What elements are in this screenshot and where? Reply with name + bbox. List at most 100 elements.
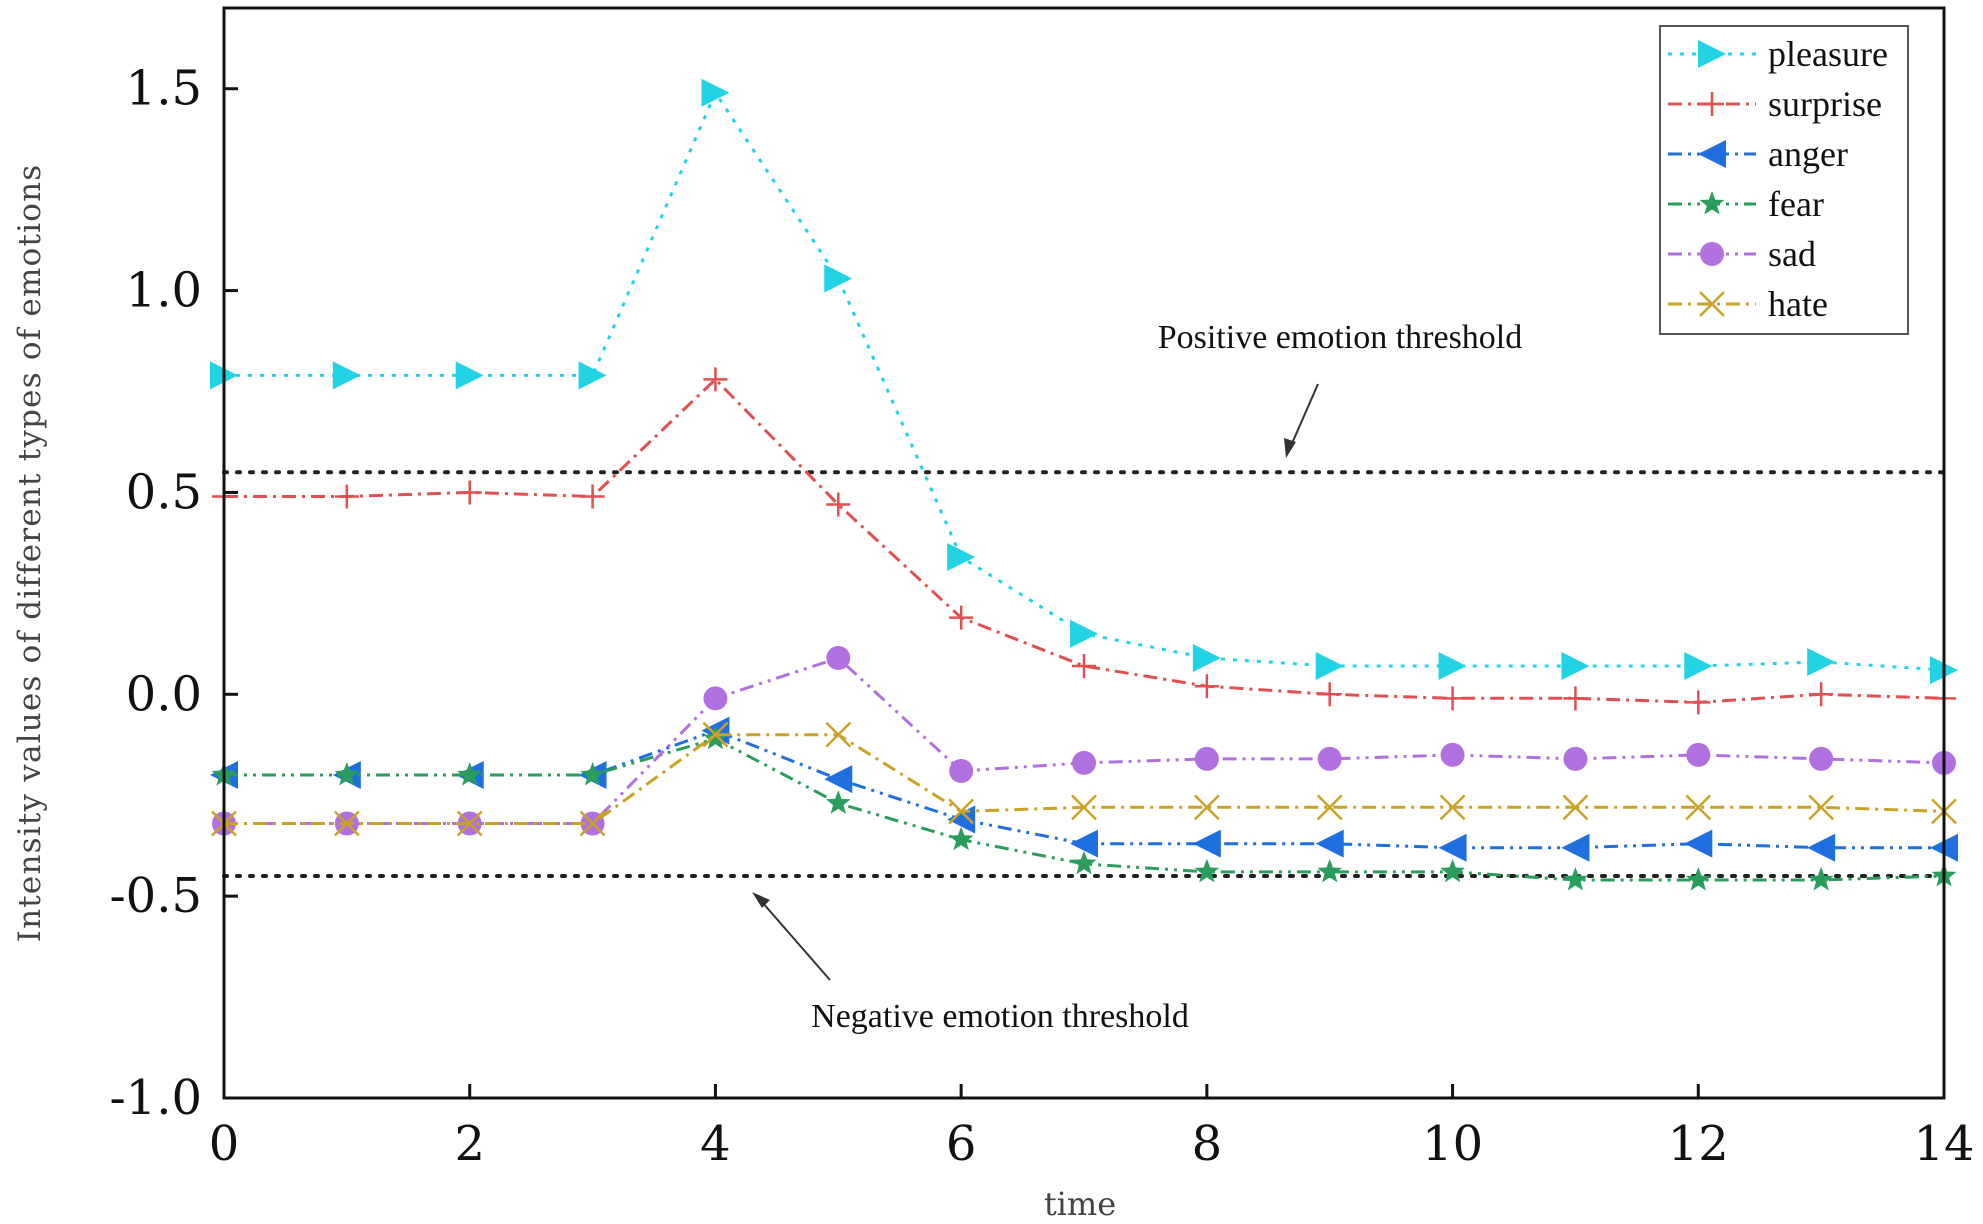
data-point-fear bbox=[1317, 858, 1343, 883]
x-tick-label: 14 bbox=[1913, 1116, 1974, 1172]
negative-threshold-arrowhead bbox=[752, 892, 770, 908]
data-point-pleasure bbox=[701, 78, 730, 107]
legend-swatch-marker bbox=[1700, 242, 1724, 266]
data-point-surprise bbox=[826, 492, 851, 517]
data-point-pleasure bbox=[578, 361, 607, 390]
data-point-sad bbox=[826, 645, 851, 670]
data-point-surprise bbox=[1194, 674, 1219, 699]
data-point-hate bbox=[1808, 794, 1835, 821]
legend-label: anger bbox=[1768, 134, 1848, 174]
data-point-anger bbox=[1315, 829, 1344, 858]
data-point-hate bbox=[1316, 794, 1343, 821]
legend-item-hate: hate bbox=[1668, 284, 1828, 324]
positive-threshold-arrow bbox=[1289, 383, 1319, 449]
series-line-anger bbox=[224, 728, 1944, 850]
positive-threshold-label: Positive emotion threshold bbox=[1158, 319, 1523, 356]
series-line-surprise bbox=[224, 377, 1945, 704]
data-point-fear bbox=[825, 790, 851, 814]
y-axis-title: Intensity values of different types of e… bbox=[12, 164, 48, 943]
x-axis-title: time bbox=[1044, 1185, 1116, 1223]
x-tick-label: 10 bbox=[1422, 1116, 1483, 1172]
data-point-fear bbox=[457, 762, 483, 786]
data-point-sad bbox=[1194, 746, 1219, 771]
legend-label: pleasure bbox=[1768, 34, 1888, 74]
legend-label: surprise bbox=[1768, 84, 1882, 124]
legend-item-anger: anger bbox=[1668, 134, 1848, 174]
data-point-anger bbox=[1561, 833, 1590, 862]
legend-item-surprise: surprise bbox=[1668, 84, 1882, 124]
data-point-sad bbox=[1317, 746, 1342, 771]
data-point-fear bbox=[1071, 850, 1097, 875]
data-point-sad bbox=[1440, 742, 1465, 767]
data-point-anger bbox=[824, 765, 853, 794]
legend-box bbox=[1659, 25, 1909, 335]
data-point-anger bbox=[1438, 833, 1467, 862]
data-point-hate bbox=[456, 810, 483, 837]
legend-label: fear bbox=[1768, 184, 1824, 224]
data-point-fear bbox=[1563, 867, 1588, 891]
data-point-hate bbox=[1071, 794, 1097, 821]
legend-swatch-marker bbox=[1698, 140, 1726, 168]
x-tick-label: 6 bbox=[946, 1116, 977, 1172]
data-point-surprise bbox=[1072, 654, 1096, 679]
data-point-pleasure bbox=[947, 543, 976, 572]
negative-threshold-arrow bbox=[761, 901, 831, 981]
data-point-surprise bbox=[949, 605, 974, 630]
x-tick-label: 8 bbox=[1192, 1116, 1223, 1172]
legend-swatch-marker bbox=[1698, 40, 1726, 68]
series-sad bbox=[212, 645, 1956, 836]
x-tick-label: 0 bbox=[209, 1116, 240, 1172]
data-point-pleasure bbox=[1192, 643, 1221, 672]
negative-threshold-label: Negative emotion threshold bbox=[811, 998, 1189, 1035]
data-point-pleasure bbox=[455, 361, 484, 390]
legend-swatch-marker bbox=[1699, 291, 1725, 317]
data-point-pleasure bbox=[1561, 652, 1590, 681]
series-line-fear bbox=[224, 737, 1945, 882]
data-point-pleasure bbox=[824, 264, 853, 293]
data-point-sad bbox=[1072, 750, 1096, 775]
data-point-fear bbox=[1808, 867, 1834, 891]
data-point-hate bbox=[1193, 794, 1220, 821]
y-tick-label: 1.5 bbox=[126, 61, 202, 117]
data-point-pleasure bbox=[1807, 648, 1836, 676]
data-point-surprise bbox=[1563, 686, 1588, 711]
data-point-sad bbox=[1563, 746, 1588, 771]
data-point-pleasure bbox=[1315, 652, 1344, 681]
legend-label: sad bbox=[1768, 234, 1816, 274]
data-point-sad bbox=[1809, 746, 1834, 771]
data-point-surprise bbox=[580, 484, 605, 509]
data-point-hate bbox=[579, 810, 606, 837]
data-point-pleasure bbox=[1438, 652, 1467, 681]
y-tick-label: -1.0 bbox=[109, 1070, 202, 1126]
data-point-anger bbox=[1807, 833, 1836, 862]
legend-swatch-marker bbox=[1700, 92, 1724, 116]
data-point-sad bbox=[703, 686, 728, 711]
series-pleasure bbox=[210, 78, 1958, 685]
legend-label: hate bbox=[1768, 284, 1828, 324]
data-point-surprise bbox=[703, 367, 728, 392]
data-point-fear bbox=[948, 826, 974, 851]
x-tick-label: 4 bbox=[700, 1116, 731, 1172]
data-point-fear bbox=[334, 762, 360, 786]
data-point-anger bbox=[1070, 829, 1098, 858]
data-point-surprise bbox=[334, 484, 359, 509]
data-point-surprise bbox=[457, 480, 482, 505]
legend-item-fear: fear bbox=[1668, 184, 1824, 224]
data-point-surprise bbox=[1317, 682, 1342, 707]
data-point-hate bbox=[948, 798, 975, 825]
y-tick-label: 0.5 bbox=[126, 464, 202, 520]
data-point-fear bbox=[1440, 858, 1465, 883]
legend-swatch-marker bbox=[1699, 191, 1725, 215]
data-point-hate bbox=[1562, 794, 1589, 821]
y-tick-label: 0.0 bbox=[126, 666, 202, 722]
data-point-pleasure bbox=[1684, 652, 1713, 681]
data-point-fear bbox=[580, 762, 605, 786]
y-tick-label: 1.0 bbox=[126, 263, 202, 319]
x-tick-label: 12 bbox=[1668, 1116, 1729, 1172]
data-point-fear bbox=[703, 725, 728, 750]
positive-threshold-arrowhead bbox=[1284, 438, 1296, 458]
data-point-fear bbox=[1685, 867, 1711, 891]
legend-item-pleasure: pleasure bbox=[1668, 34, 1888, 74]
data-point-pleasure bbox=[332, 361, 361, 390]
